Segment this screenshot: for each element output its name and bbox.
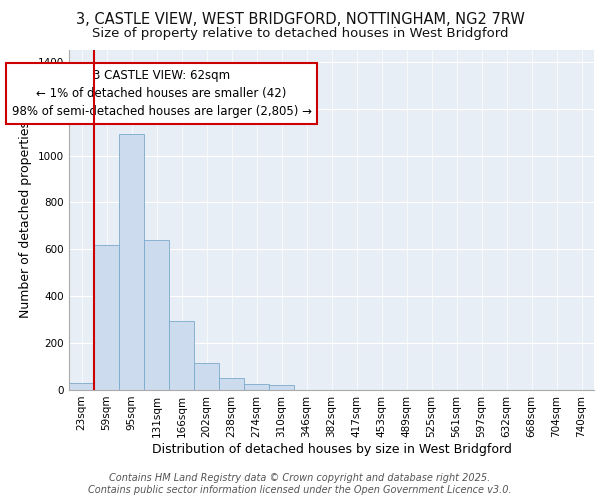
Text: Size of property relative to detached houses in West Bridgford: Size of property relative to detached ho… bbox=[92, 28, 508, 40]
Bar bbox=[219, 378, 244, 390]
Text: Contains HM Land Registry data © Crown copyright and database right 2025.
Contai: Contains HM Land Registry data © Crown c… bbox=[88, 474, 512, 495]
Bar bbox=[144, 240, 169, 390]
Text: 3 CASTLE VIEW: 62sqm
← 1% of detached houses are smaller (42)
98% of semi-detach: 3 CASTLE VIEW: 62sqm ← 1% of detached ho… bbox=[11, 69, 311, 118]
Bar bbox=[244, 384, 269, 390]
Text: 3, CASTLE VIEW, WEST BRIDGFORD, NOTTINGHAM, NG2 7RW: 3, CASTLE VIEW, WEST BRIDGFORD, NOTTINGH… bbox=[76, 12, 524, 28]
Bar bbox=[69, 383, 94, 390]
Bar bbox=[94, 244, 119, 390]
X-axis label: Distribution of detached houses by size in West Bridgford: Distribution of detached houses by size … bbox=[152, 442, 511, 456]
Bar bbox=[169, 321, 194, 390]
Bar bbox=[194, 363, 219, 390]
Bar bbox=[269, 386, 294, 390]
Bar bbox=[119, 134, 144, 390]
Y-axis label: Number of detached properties: Number of detached properties bbox=[19, 122, 32, 318]
